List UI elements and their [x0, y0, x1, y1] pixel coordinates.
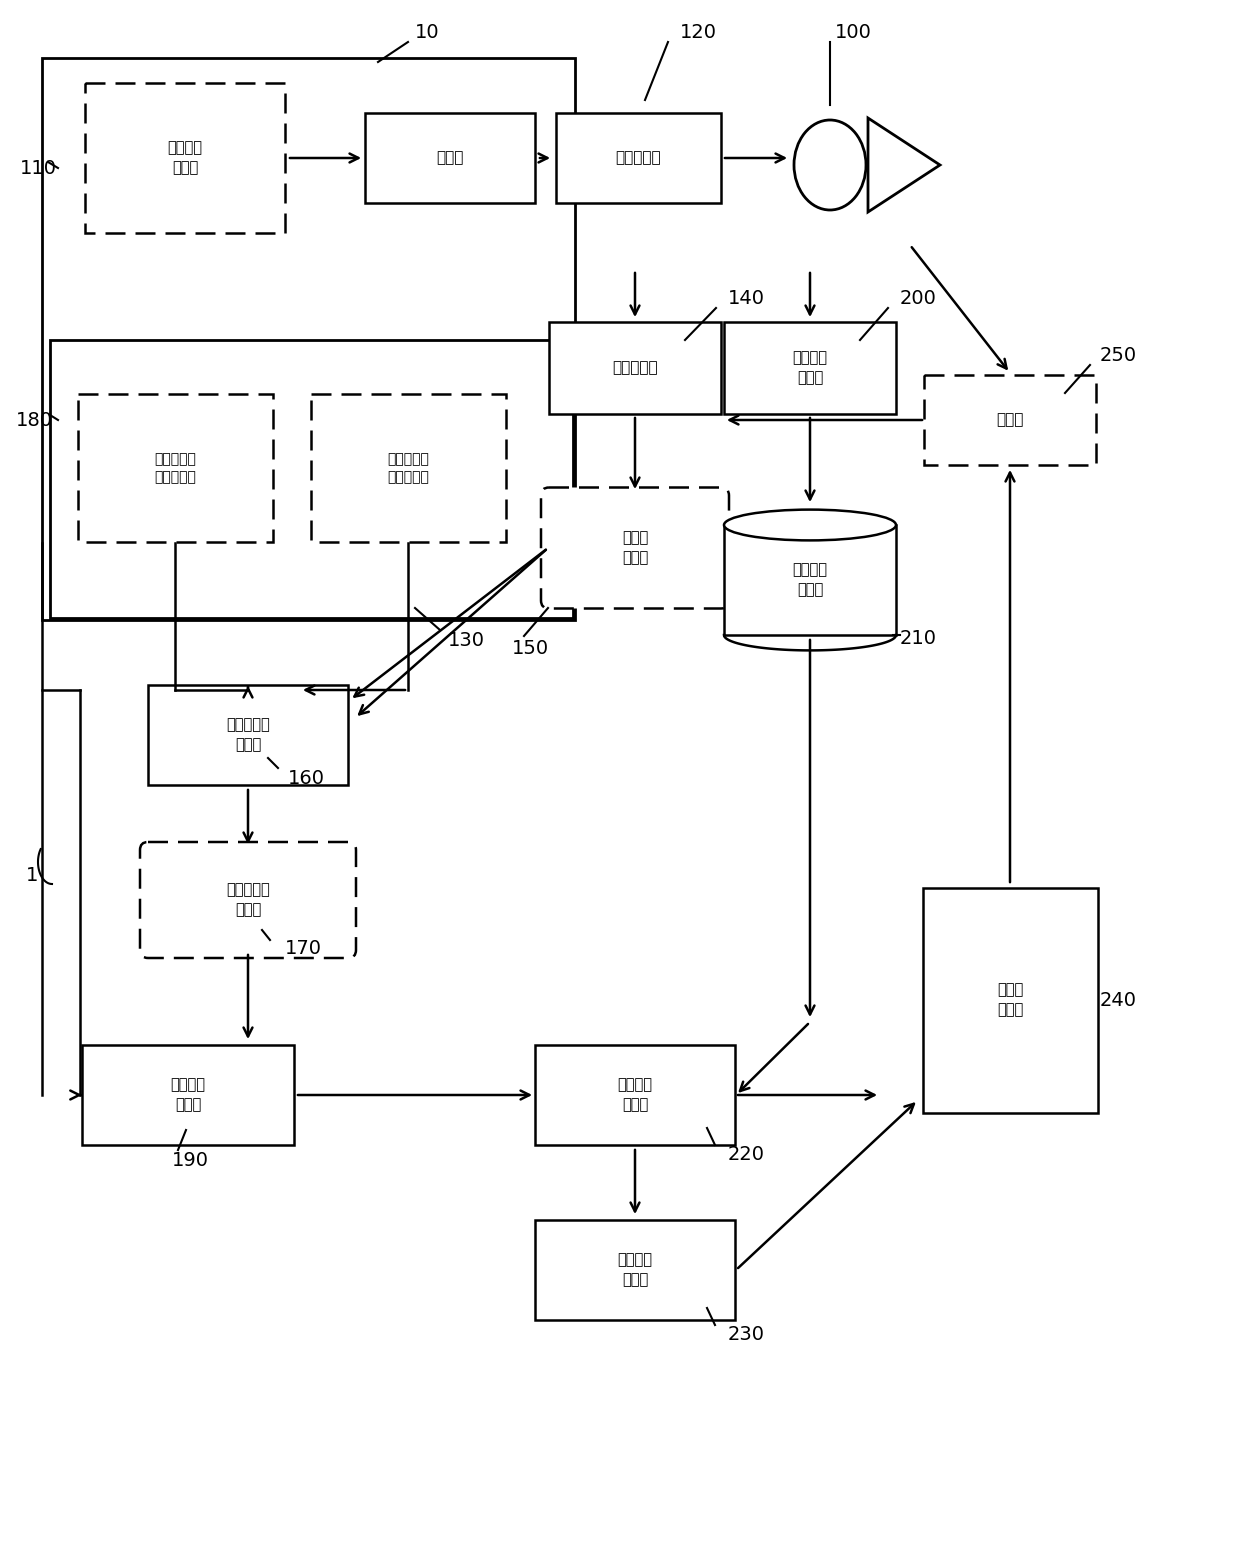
Text: 对象物区域
信息存储部: 对象物区域 信息存储部: [387, 452, 429, 485]
Bar: [924, 375, 1096, 465]
Text: 130: 130: [448, 630, 485, 649]
Text: 250: 250: [1100, 345, 1137, 364]
Text: 影像信息
蓄积部: 影像信息 蓄积部: [167, 141, 202, 175]
Bar: [534, 1046, 735, 1145]
Text: 眼球运动
蓄积部: 眼球运动 蓄积部: [792, 562, 827, 598]
Text: 操作历
蓄积部: 操作历 蓄积部: [622, 531, 649, 565]
Bar: [923, 888, 1097, 1112]
Text: 100: 100: [835, 23, 872, 42]
FancyBboxPatch shape: [541, 488, 729, 609]
Text: 160: 160: [288, 768, 325, 787]
Bar: [86, 84, 285, 232]
Text: 疲劳度
判定部: 疲劳度 判定部: [997, 982, 1023, 1018]
Text: 注视对象物
确定部: 注视对象物 确定部: [226, 717, 270, 753]
Text: 操作输入部: 操作输入部: [613, 361, 657, 375]
Text: 可检查区间
蓄积部: 可检查区间 蓄积部: [226, 883, 270, 917]
Ellipse shape: [724, 510, 897, 541]
Bar: [534, 1221, 735, 1320]
Text: 240: 240: [1100, 990, 1137, 1010]
Bar: [77, 393, 273, 542]
Text: 120: 120: [680, 23, 717, 42]
Text: 150: 150: [512, 638, 549, 657]
Text: 检查区间
决定部: 检查区间 决定部: [171, 1078, 206, 1112]
Text: 200: 200: [900, 288, 937, 308]
Text: 10: 10: [415, 23, 440, 42]
Text: 170: 170: [285, 939, 322, 957]
Ellipse shape: [794, 119, 866, 211]
Text: 180: 180: [16, 410, 53, 429]
Bar: [50, 339, 573, 618]
Bar: [365, 113, 534, 203]
Bar: [148, 685, 348, 785]
Text: 230: 230: [728, 1326, 765, 1345]
Text: 眼球运动
取得部: 眼球运动 取得部: [792, 350, 827, 386]
Text: 输出部: 输出部: [996, 412, 1024, 428]
Text: 对象物进深
信息存储部: 对象物进深 信息存储部: [154, 452, 196, 485]
Text: 110: 110: [20, 158, 57, 178]
Bar: [310, 393, 506, 542]
Text: 220: 220: [728, 1146, 765, 1165]
Text: 1: 1: [26, 866, 38, 884]
Bar: [556, 113, 720, 203]
Text: 210: 210: [900, 629, 937, 647]
Bar: [82, 1046, 294, 1145]
Text: 影像呈现部: 影像呈现部: [615, 150, 661, 166]
Bar: [724, 525, 897, 635]
Text: 190: 190: [172, 1151, 210, 1169]
Text: 140: 140: [728, 288, 765, 308]
Bar: [42, 57, 575, 620]
Bar: [549, 322, 720, 414]
Text: 存储部: 存储部: [436, 150, 464, 166]
Text: 眼球运动
抽取部: 眼球运动 抽取部: [618, 1078, 652, 1112]
Polygon shape: [868, 118, 940, 212]
FancyBboxPatch shape: [140, 843, 356, 957]
Text: 眼球运动
比较部: 眼球运动 比较部: [618, 1253, 652, 1287]
Bar: [724, 322, 897, 414]
